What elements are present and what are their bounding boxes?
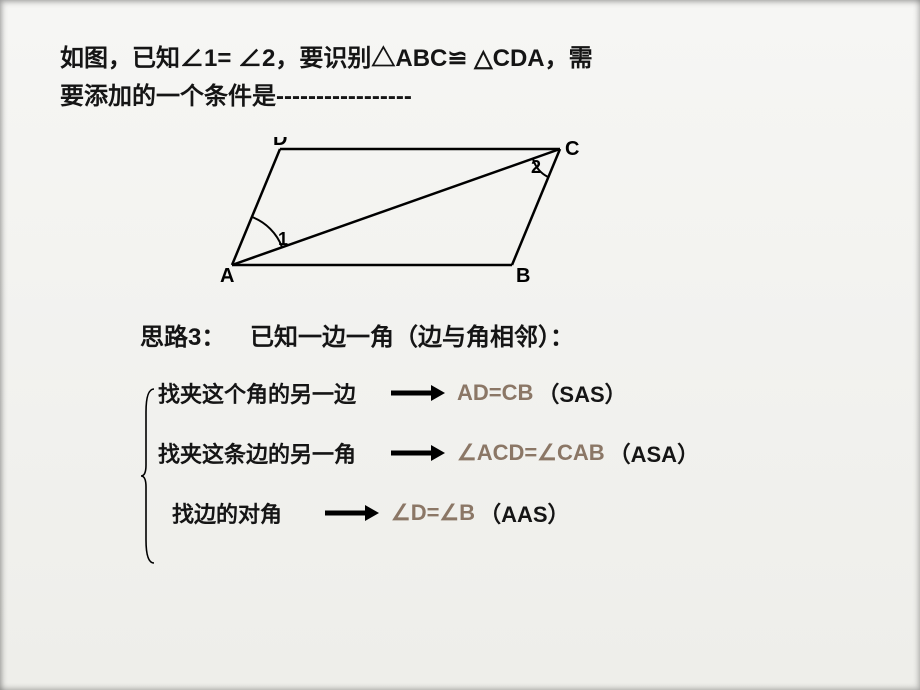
thought-heading: 思路3： 已知一边一角（边与角相邻）： [140,317,880,352]
angle2-label: 2 [531,157,541,177]
arrow-icon-2 [389,444,445,462]
triangle-abc: △ABC [371,45,447,72]
angle-equation: ∠1= ∠2 [180,45,275,72]
problem-text-mid: ，要识别 [275,45,371,72]
problem-text-suf: ，需 [545,45,593,72]
solution-text-3: 找边的对角 [172,497,317,529]
triangle-cda: △CDA [474,45,544,72]
side-ad [232,149,280,265]
problem-line2: 要添加的一个条件是 [60,83,276,110]
label-a: A [220,265,234,287]
solution-row-1: 找夹这个角的另一边 AD=CB （SAS） [158,377,880,409]
solutions-block: 找夹这个角的另一边 AD=CB （SAS） 找夹这条边的另一角 ∠ACD=∠CA… [140,377,880,577]
solution-text-2: 找夹这条边的另一角 [158,437,383,469]
solution-row-3: 找边的对角 ∠D=∠B （AAS） [172,497,880,529]
problem-statement: 如图，已知∠1= ∠2，要识别△ABC≌ △CDA，需 要添加的一个条件是---… [60,40,860,117]
thought-description: 已知一边一角（边与角相邻）： [250,324,574,351]
solution-code-2: （ASA） [609,437,699,469]
solution-result-2: ∠ACD=∠CAB [457,440,605,466]
slide-container: 如图，已知∠1= ∠2，要识别△ABC≌ △CDA，需 要添加的一个条件是---… [0,0,920,690]
problem-text-pre: 如图，已知 [60,45,180,72]
solution-text-1: 找夹这个角的另一边 [158,377,383,409]
geometry-figure: D C A B 1 2 [220,137,880,292]
solution-result-3: ∠D=∠B [391,500,475,526]
solution-code-3: （AAS） [479,497,569,529]
arrow-icon-3 [323,504,379,522]
blank-dashes: ----------------- [276,83,412,110]
label-b: B [516,265,530,287]
solution-row-2: 找夹这条边的另一角 ∠ACD=∠CAB （ASA） [158,437,880,469]
brace-path [141,389,154,563]
thought-number: 思路3： [140,324,225,351]
solution-code-1: （SAS） [537,377,626,409]
arrow-icon-1 [389,384,445,402]
solution-result-1: AD=CB [457,380,533,406]
angle1-label: 1 [278,229,288,249]
label-c: C [565,138,579,160]
curly-brace [140,387,158,565]
label-d: D [273,137,287,150]
parallelogram-svg: D C A B 1 2 [220,137,600,287]
congruent-symbol: ≌ [447,45,467,72]
